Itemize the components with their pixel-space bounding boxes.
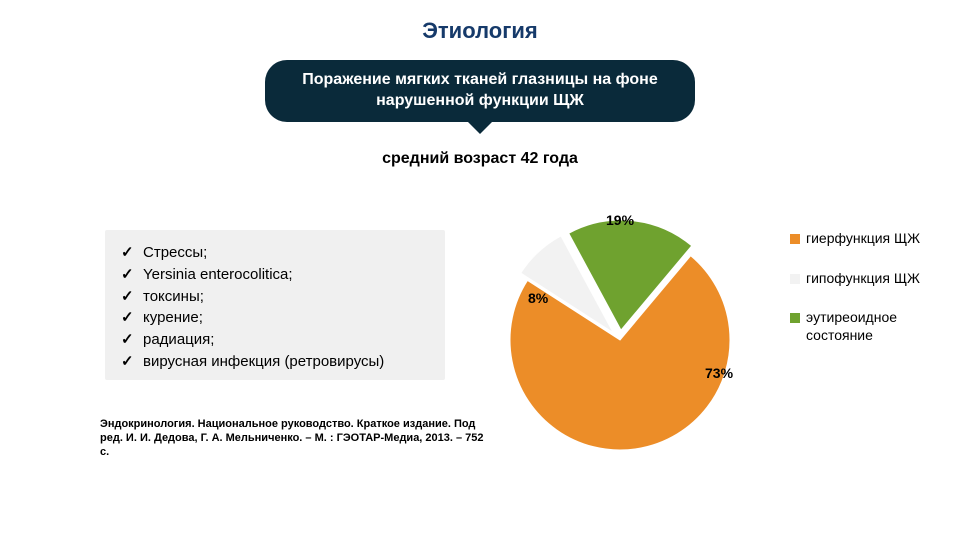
list-item: вирусная инфекция (ретровирусы) <box>121 351 429 373</box>
legend-label: гиерфункция ЩЖ <box>806 230 920 248</box>
legend-label: гипофункция ЩЖ <box>806 270 920 288</box>
callout-box: Поражение мягких тканей глазницы на фоне… <box>265 60 695 122</box>
list-item: радиация; <box>121 329 429 351</box>
legend-swatch <box>790 234 800 244</box>
legend-item: гипофункция ЩЖ <box>790 270 950 288</box>
pie-svg <box>490 210 750 470</box>
list-item: токсины; <box>121 286 429 308</box>
list-item: Yersinia enterocolitica; <box>121 264 429 286</box>
list-item: курение; <box>121 307 429 329</box>
callout-tail <box>466 120 494 134</box>
factors-list: Стрессы; Yersinia enterocolitica; токсин… <box>121 242 429 373</box>
factors-box: Стрессы; Yersinia enterocolitica; токсин… <box>105 230 445 380</box>
pie-value-label: 19% <box>606 212 634 228</box>
callout: Поражение мягких тканей глазницы на фоне… <box>265 60 695 134</box>
subline: средний возраст 42 года <box>0 150 960 168</box>
pie-value-label: 8% <box>528 290 548 306</box>
pie-value-label: 73% <box>705 365 733 381</box>
legend-swatch <box>790 274 800 284</box>
pie-chart: 73% 8% 19% <box>490 210 750 470</box>
legend: гиерфункция ЩЖ гипофункция ЩЖ эутиреоидн… <box>790 230 950 366</box>
legend-swatch <box>790 313 800 323</box>
legend-label: эутиреоидное состояние <box>806 309 950 344</box>
legend-item: гиерфункция ЩЖ <box>790 230 950 248</box>
legend-item: эутиреоидное состояние <box>790 309 950 344</box>
citation: Эндокринология. Национальное руководство… <box>100 418 490 459</box>
callout-line2: нарушенной функции ЩЖ <box>376 92 584 109</box>
list-item: Стрессы; <box>121 242 429 264</box>
callout-line1: Поражение мягких тканей глазницы на фоне <box>302 71 657 88</box>
page-title: Этиология <box>0 18 960 44</box>
slide: Этиология Поражение мягких тканей глазни… <box>0 0 960 540</box>
